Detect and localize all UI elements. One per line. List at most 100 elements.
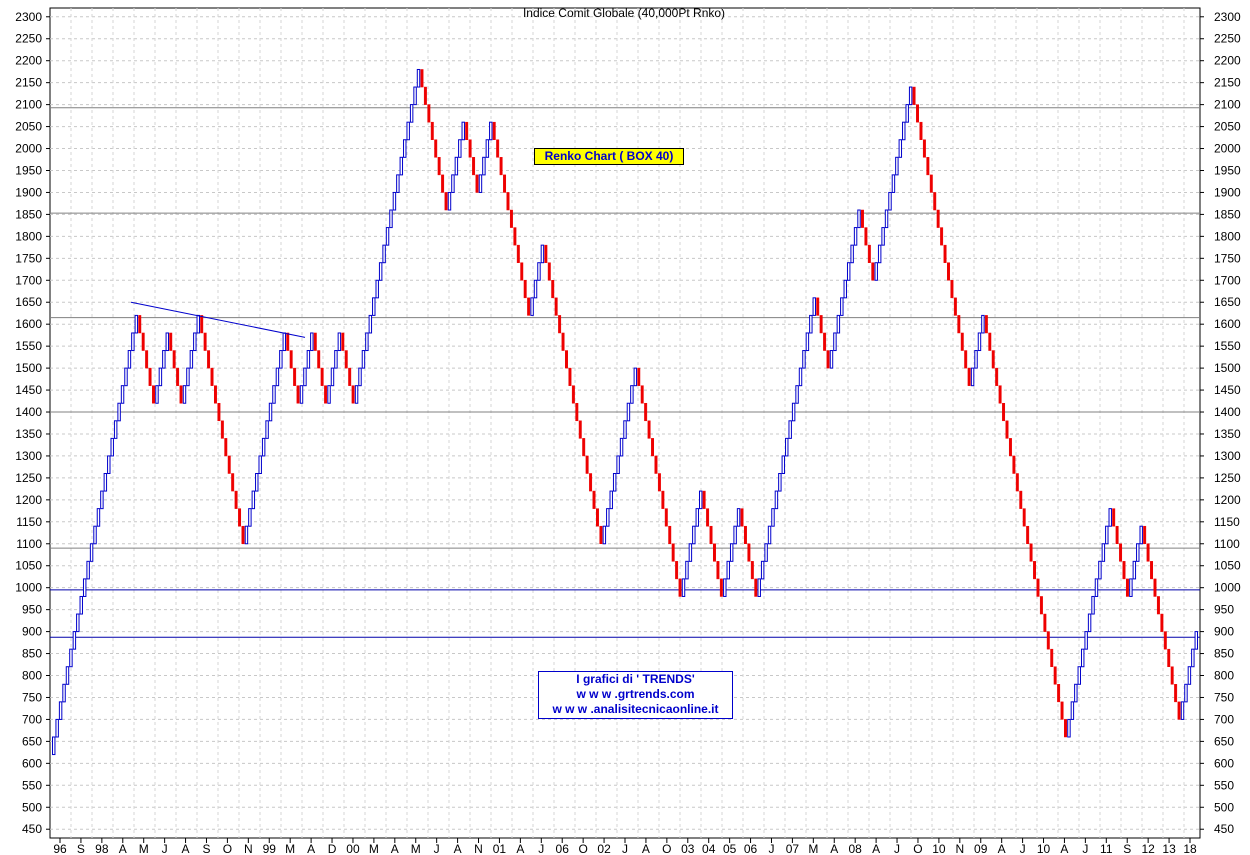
y-tick-label-left: 2250	[15, 32, 42, 46]
renko-brick-down	[145, 350, 149, 369]
y-tick-label-left: 1350	[15, 427, 42, 441]
renko-brick-up	[626, 402, 631, 422]
renko-brick-up	[268, 402, 273, 422]
renko-brick-up	[86, 560, 90, 580]
y-tick-label-right: 650	[1214, 734, 1234, 748]
renko-brick-down	[1046, 631, 1050, 650]
x-tick-label: M	[285, 842, 295, 855]
renko-brick-up	[409, 104, 414, 123]
renko-brick-up	[120, 385, 125, 404]
renko-brick-up	[182, 385, 187, 404]
renko-brick-up	[1087, 613, 1092, 633]
renko-brick-down	[936, 209, 940, 228]
renko-brick-down	[943, 244, 947, 263]
renko-brick-up	[1098, 560, 1102, 580]
x-tick-label: J	[434, 842, 440, 855]
renko-brick-down	[671, 543, 675, 562]
y-tick-label-right: 1100	[1214, 537, 1240, 551]
y-tick-label-right: 1550	[1214, 339, 1241, 353]
renko-brick-up	[485, 139, 490, 158]
renko-brick-up	[1132, 560, 1137, 580]
y-tick-label-left: 1900	[15, 185, 42, 199]
y-tick-label-left: 1950	[15, 163, 42, 177]
y-tick-label-left: 500	[22, 800, 42, 814]
renko-brick-up	[392, 191, 397, 211]
renko-brick-up	[365, 332, 369, 352]
x-tick-label: 11	[1100, 842, 1113, 855]
renko-brick-up	[530, 297, 534, 316]
renko-brick-up	[798, 367, 803, 387]
renko-brick-up	[279, 350, 283, 369]
renko-brick-down	[747, 543, 751, 562]
trends-credit-box: I grafici di ' TRENDS' w w w .grtrends.c…	[538, 671, 733, 719]
renko-brick-up	[736, 508, 741, 527]
trendline	[130, 301, 306, 338]
x-tick-label: O	[223, 842, 232, 855]
x-tick-label: 03	[681, 842, 695, 855]
y-tick-label-right: 2250	[1214, 32, 1241, 46]
renko-brick-down	[434, 139, 438, 158]
renko-brick-down	[675, 561, 679, 580]
x-tick-label: 08	[849, 842, 863, 855]
renko-brick-down	[324, 385, 328, 404]
y-tick-label-right: 1650	[1214, 295, 1241, 309]
renko-brick-down	[912, 86, 916, 105]
renko-brick-down	[1029, 543, 1033, 562]
renko-brick-down	[286, 332, 290, 351]
renko-brick-up	[898, 139, 903, 158]
renko-brick-down	[661, 490, 665, 509]
y-tick-label-right: 550	[1214, 778, 1234, 792]
renko-brick-up	[612, 473, 617, 492]
y-tick-label-right: 1750	[1214, 251, 1241, 265]
renko-brick-down	[544, 244, 548, 263]
renko-brick-down	[571, 385, 575, 404]
renko-brick-up	[196, 314, 200, 334]
chart-title: Indice Comit Globale (40,000Pt Rnko)	[523, 6, 725, 20]
renko-brick-up	[382, 244, 386, 264]
y-tick-label-right: 1850	[1214, 207, 1241, 221]
x-tick-label: 99	[263, 842, 277, 855]
y-tick-label-right: 1050	[1214, 559, 1241, 573]
renko-brick-up	[299, 385, 304, 404]
y-tick-label-left: 1100	[16, 537, 42, 551]
renko-brick-up	[134, 314, 139, 334]
renko-brick-down	[713, 543, 716, 562]
renko-brick-up	[55, 718, 59, 738]
x-tick-label: M	[369, 842, 379, 855]
renko-brick-up	[447, 191, 452, 211]
renko-brick-down	[926, 157, 930, 176]
x-tick-label: J	[1020, 842, 1026, 855]
renko-brick-down	[1167, 648, 1171, 667]
y-tick-label-right: 850	[1214, 647, 1234, 661]
renko-brick-up	[403, 139, 407, 158]
renko-brick-up	[771, 508, 775, 527]
renko-brick-down	[341, 332, 345, 351]
renko-brick-up	[908, 86, 913, 106]
renko-brick-up	[970, 367, 975, 387]
y-tick-label-right: 1700	[1214, 273, 1241, 287]
renko-brick-down	[750, 561, 754, 580]
renko-brick-up	[248, 508, 252, 527]
renko-brick-down	[148, 367, 152, 386]
renko-brick-up	[1139, 525, 1143, 545]
y-tick-label-right: 1450	[1214, 383, 1241, 397]
renko-brick-down	[141, 332, 145, 351]
renko-brick-up	[82, 578, 87, 597]
x-tick-label: 07	[786, 842, 800, 855]
x-tick-label: A	[119, 842, 127, 855]
renko-brick-down	[313, 332, 317, 351]
x-tick-label: A	[642, 842, 650, 855]
renko-brick-up	[905, 104, 909, 123]
renko-brick-up	[698, 490, 703, 510]
renko-brick-up	[760, 560, 765, 580]
renko-brick-up	[681, 578, 686, 597]
renko-brick-down	[152, 385, 155, 404]
x-tick-label: J	[622, 842, 628, 855]
renko-brick-up	[72, 631, 77, 650]
x-tick-label: A	[182, 842, 190, 855]
renko-brick-down	[220, 420, 224, 439]
renko-brick-up	[685, 560, 689, 580]
x-tick-label: 13	[1162, 842, 1176, 855]
renko-brick-down	[706, 508, 710, 527]
renko-brick-up	[781, 455, 786, 475]
